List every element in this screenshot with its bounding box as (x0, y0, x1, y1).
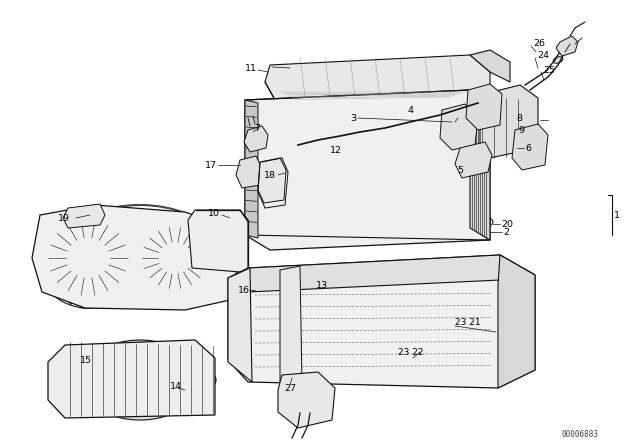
Text: 26: 26 (533, 39, 545, 47)
Text: 20: 20 (501, 220, 513, 228)
Text: 25: 25 (543, 65, 555, 74)
Ellipse shape (553, 57, 563, 63)
Ellipse shape (206, 373, 210, 377)
Polygon shape (470, 90, 490, 240)
Polygon shape (480, 85, 538, 160)
Text: 9: 9 (518, 125, 524, 134)
Ellipse shape (502, 327, 508, 332)
Text: 3: 3 (350, 113, 356, 122)
Text: 6: 6 (525, 143, 531, 152)
Polygon shape (258, 158, 286, 203)
Ellipse shape (499, 325, 511, 335)
Text: 7: 7 (254, 124, 260, 133)
Ellipse shape (88, 346, 192, 414)
Ellipse shape (287, 387, 323, 413)
Ellipse shape (249, 135, 263, 145)
Text: 13: 13 (316, 280, 328, 289)
Text: 5: 5 (457, 165, 463, 175)
Ellipse shape (102, 356, 178, 404)
Polygon shape (63, 204, 105, 228)
Ellipse shape (295, 393, 315, 407)
Polygon shape (512, 124, 548, 170)
Text: 2: 2 (503, 228, 509, 237)
Polygon shape (48, 340, 215, 418)
Ellipse shape (486, 220, 490, 224)
Polygon shape (556, 36, 578, 56)
Ellipse shape (211, 378, 215, 382)
Text: 18: 18 (264, 171, 276, 180)
Text: 4: 4 (408, 105, 414, 115)
Text: 27: 27 (284, 383, 296, 392)
Text: 12: 12 (330, 146, 342, 155)
Polygon shape (228, 268, 252, 382)
Polygon shape (244, 126, 268, 152)
Polygon shape (248, 255, 535, 292)
Ellipse shape (201, 378, 205, 382)
Text: 10: 10 (208, 208, 220, 217)
Text: 23 21: 23 21 (455, 318, 481, 327)
Ellipse shape (483, 218, 493, 226)
Polygon shape (265, 55, 490, 100)
Polygon shape (498, 255, 535, 388)
Text: 1: 1 (614, 211, 620, 220)
Text: 11: 11 (245, 64, 257, 73)
Text: 23 22: 23 22 (398, 348, 424, 357)
Polygon shape (236, 156, 262, 188)
Polygon shape (188, 210, 248, 272)
Polygon shape (280, 266, 302, 386)
Text: 17: 17 (205, 160, 217, 169)
Text: 14: 14 (170, 382, 182, 391)
Text: 15: 15 (80, 356, 92, 365)
Polygon shape (228, 255, 535, 388)
Ellipse shape (410, 361, 420, 369)
Text: 00006883: 00006883 (562, 430, 599, 439)
Polygon shape (455, 142, 492, 178)
Polygon shape (245, 90, 490, 250)
Ellipse shape (80, 340, 200, 420)
Polygon shape (470, 50, 510, 82)
Text: 8: 8 (516, 113, 522, 122)
Polygon shape (32, 205, 238, 310)
Polygon shape (440, 104, 478, 150)
Polygon shape (278, 372, 335, 428)
Polygon shape (245, 100, 258, 238)
Text: 19: 19 (58, 214, 70, 223)
Ellipse shape (200, 372, 216, 388)
Ellipse shape (413, 363, 417, 367)
Text: 24: 24 (537, 51, 549, 60)
Ellipse shape (206, 383, 210, 387)
Polygon shape (466, 84, 502, 130)
Text: 16: 16 (238, 285, 250, 294)
